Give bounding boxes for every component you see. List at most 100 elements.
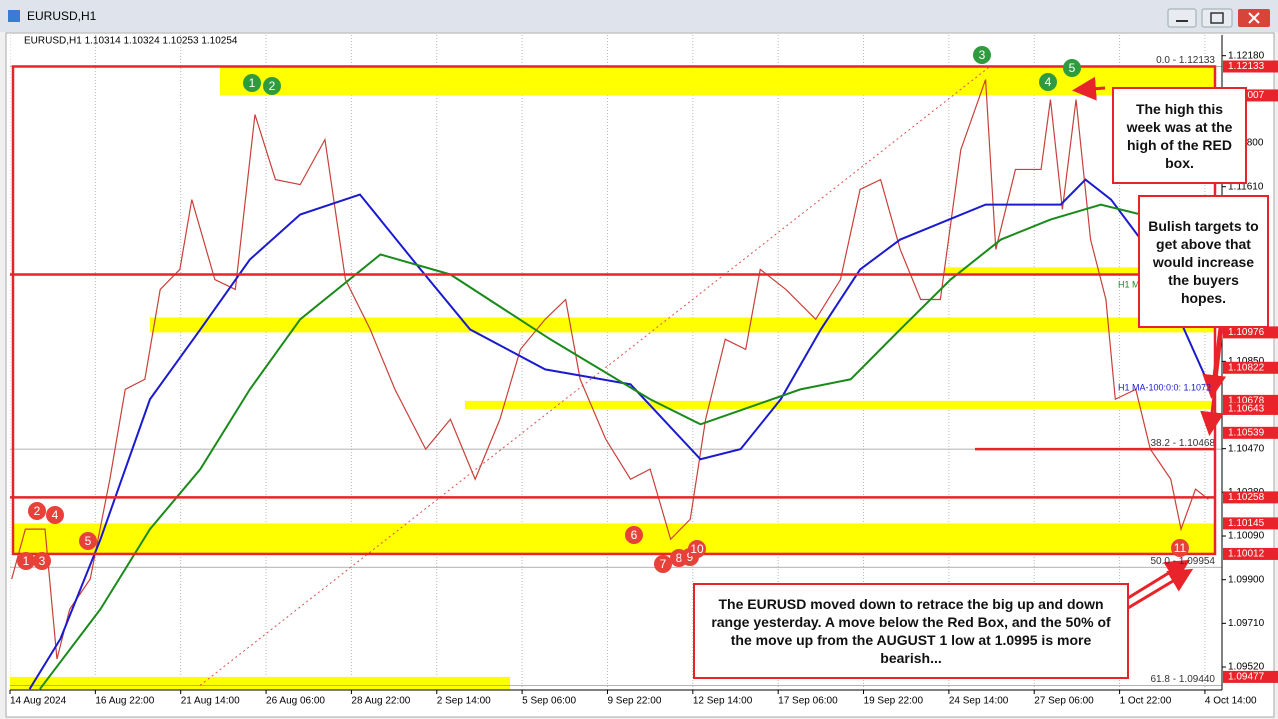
maximize-icon — [1210, 12, 1224, 24]
price-label-bg — [1223, 426, 1278, 439]
marker-label: 8 — [676, 551, 683, 565]
x-tick-label: 9 Sep 22:00 — [607, 696, 661, 707]
price-label-bg — [1223, 517, 1278, 530]
marker — [973, 46, 991, 64]
price-label-bg — [1223, 326, 1278, 339]
x-tick-label: 24 Sep 14:00 — [949, 696, 1009, 707]
marker-label: 4 — [52, 508, 59, 522]
marker — [263, 77, 281, 95]
series-label: H1 M — [1118, 279, 1140, 289]
y-tick-label: 1.11610 — [1228, 181, 1264, 192]
marker — [654, 555, 672, 573]
marker-label: 9 — [687, 550, 694, 564]
price-label: 1.10258 — [1228, 492, 1265, 503]
x-tick-label: 27 Sep 06:00 — [1034, 696, 1094, 707]
x-tick-label: 14 Aug 2024 — [10, 696, 67, 707]
moving-average — [28, 178, 1212, 690]
fib-label: 50.0 - 1.09954 — [1151, 556, 1216, 567]
price-label-bg — [1223, 491, 1278, 504]
price-label: 1.10539 — [1228, 427, 1265, 438]
price-label: 1.10678 — [1228, 396, 1265, 407]
moving-average — [39, 203, 1142, 690]
y-tick-label: 1.09900 — [1228, 574, 1265, 585]
price-label: 1.10643 — [1228, 404, 1265, 415]
price-label: 1.12133 — [1228, 61, 1265, 72]
price-label-bg — [1223, 547, 1278, 560]
marker-label: 2 — [34, 504, 41, 518]
zone — [945, 267, 1140, 275]
price-label: 1.10822 — [1228, 362, 1265, 373]
zone — [150, 317, 1215, 333]
y-tick-label: 1.12180 — [1228, 50, 1265, 61]
marker — [625, 526, 643, 544]
window-icon — [8, 10, 20, 22]
series-label: H1 MA-100:0:0: 1.1072 — [1118, 382, 1211, 392]
marker — [33, 552, 51, 570]
price-line — [11, 79, 1209, 660]
price-label-bg — [1223, 361, 1278, 374]
price-label: 1.10145 — [1228, 518, 1265, 529]
marker-label: 11 — [1174, 541, 1187, 555]
marker — [46, 506, 64, 524]
marker-label: 1 — [249, 76, 256, 90]
arrow — [1072, 76, 1106, 101]
callout: Bulish targets to get above that would i… — [1138, 195, 1269, 328]
x-tick-label: 28 Aug 22:00 — [351, 696, 410, 707]
x-tick-label: 4 Oct 14:00 — [1205, 696, 1257, 707]
marker-label: 3 — [39, 554, 46, 568]
price-label-bg — [1223, 670, 1278, 683]
close-icon — [1248, 12, 1260, 24]
marker — [1171, 539, 1189, 557]
window-title: EURUSD,H1 — [27, 9, 97, 23]
marker-label: 2 — [269, 79, 276, 93]
marker-label: 10 — [690, 542, 704, 556]
marker-label: 7 — [660, 557, 667, 571]
marker — [28, 502, 46, 520]
price-label-bg — [1223, 402, 1278, 415]
x-tick-label: 19 Sep 22:00 — [864, 696, 924, 707]
arrow — [1127, 559, 1191, 600]
marker — [688, 540, 706, 558]
x-tick-label: 12 Sep 14:00 — [693, 696, 753, 707]
chart-title: EURUSD,H1 1.10314 1.10324 1.10253 1.1025… — [24, 36, 238, 47]
marker-label: 5 — [85, 534, 92, 548]
marker — [1063, 59, 1081, 77]
marker-label: 6 — [631, 528, 638, 542]
x-tick-label: 26 Aug 06:00 — [266, 696, 325, 707]
zone — [10, 676, 510, 690]
y-tick-label: 1.10850 — [1228, 356, 1265, 367]
marker — [79, 532, 97, 550]
marker-label: 3 — [979, 48, 986, 62]
price-label: 1.10976 — [1228, 327, 1265, 338]
callout: The EURUSD moved down to retrace the big… — [693, 583, 1129, 679]
fib-label: 0.0 - 1.12133 — [1156, 55, 1215, 66]
fib-label: 61.8 - 1.09440 — [1151, 674, 1216, 685]
arrow — [1127, 568, 1194, 610]
title-bar — [0, 0, 1278, 32]
fib-label: 38.2 - 1.10468 — [1151, 438, 1216, 449]
x-tick-label: 5 Sep 06:00 — [522, 696, 576, 707]
maximize-button[interactable] — [1201, 8, 1233, 28]
zone — [12, 523, 1215, 554]
marker-label: 4 — [1045, 75, 1052, 89]
y-tick-label: 1.09710 — [1228, 618, 1265, 629]
marker — [17, 552, 35, 570]
marker-label: 5 — [1069, 61, 1076, 75]
zone — [465, 400, 1215, 409]
x-tick-label: 2 Sep 14:00 — [437, 696, 491, 707]
marker — [1039, 73, 1057, 91]
marker — [243, 74, 261, 92]
x-tick-label: 1 Oct 22:00 — [1120, 696, 1172, 707]
price-label: 1.10012 — [1228, 549, 1265, 560]
y-tick-label: 1.10090 — [1228, 531, 1265, 542]
minimize-button[interactable] — [1167, 8, 1197, 28]
price-label-bg — [1223, 60, 1278, 73]
fib-trend — [199, 66, 991, 686]
x-tick-label: 16 Aug 22:00 — [95, 696, 154, 707]
y-tick-label: 1.10470 — [1228, 443, 1265, 454]
x-tick-label: 21 Aug 14:00 — [181, 696, 240, 707]
marker-label: 1 — [23, 554, 30, 568]
price-label: 1.09477 — [1228, 672, 1265, 683]
x-tick-label: 17 Sep 06:00 — [778, 696, 838, 707]
